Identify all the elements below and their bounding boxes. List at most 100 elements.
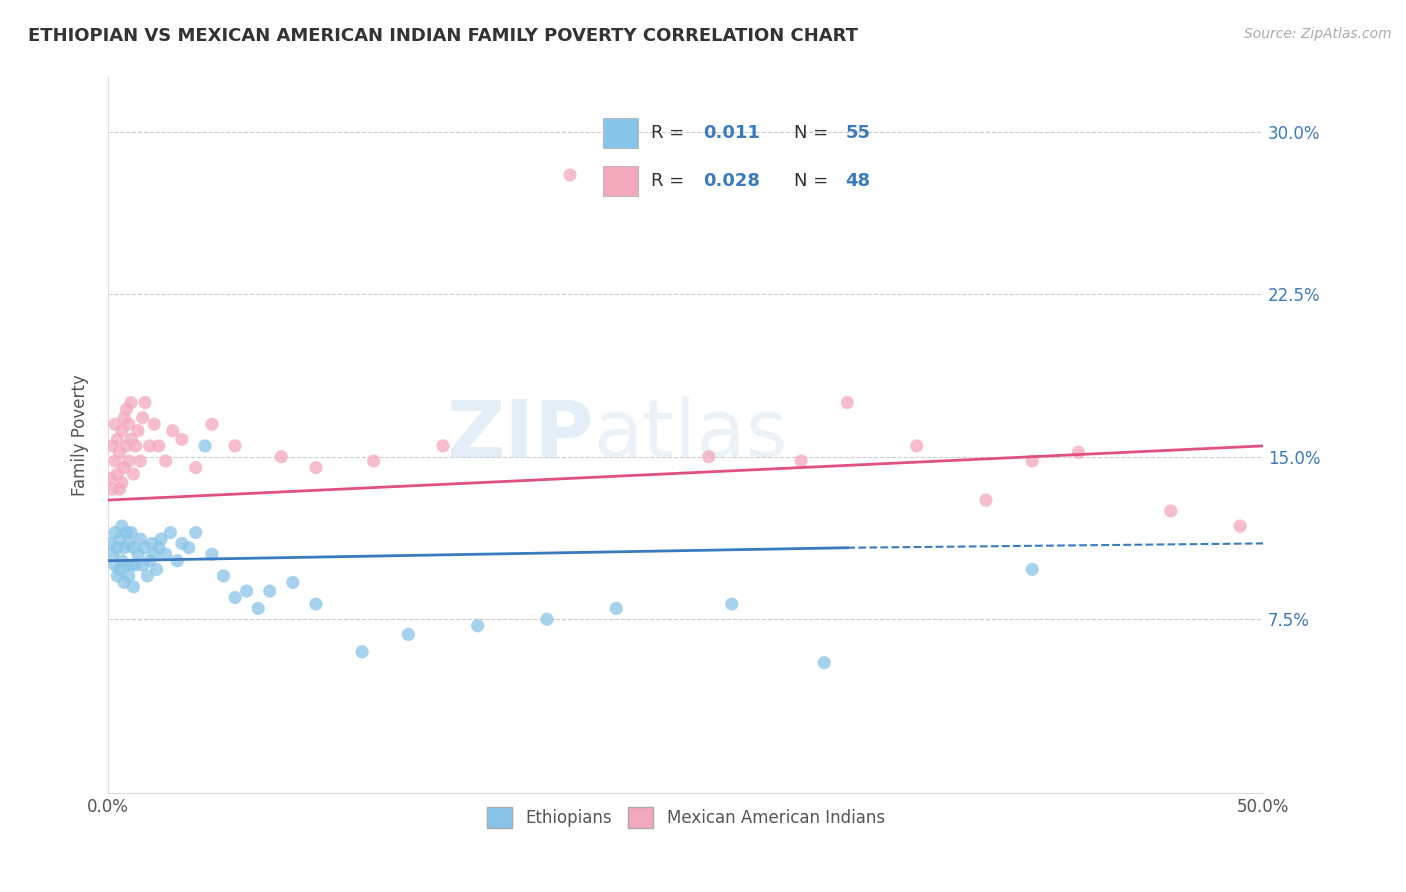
Point — [104, 417, 127, 432]
Point — [125, 558, 148, 573]
Point — [432, 439, 454, 453]
Point — [112, 410, 135, 425]
Point — [115, 525, 138, 540]
Point — [120, 525, 142, 540]
Point — [134, 395, 156, 409]
Point — [155, 454, 177, 468]
Point — [138, 554, 160, 568]
Point — [111, 519, 134, 533]
Point — [120, 395, 142, 409]
Point — [720, 597, 742, 611]
Point — [108, 532, 131, 546]
Point — [352, 645, 374, 659]
Point — [305, 460, 328, 475]
Point — [247, 601, 270, 615]
Point — [467, 619, 489, 633]
Point — [120, 433, 142, 447]
Point — [101, 439, 124, 453]
Point — [101, 482, 124, 496]
Point — [270, 450, 292, 464]
Point — [104, 525, 127, 540]
Point — [98, 536, 121, 550]
Point — [790, 454, 813, 468]
Point — [112, 575, 135, 590]
Point — [127, 424, 149, 438]
Point — [98, 471, 121, 485]
Point — [201, 417, 224, 432]
Point — [134, 541, 156, 555]
Point — [118, 536, 141, 550]
Point — [108, 482, 131, 496]
Point — [148, 541, 170, 555]
Point — [170, 433, 193, 447]
Point — [104, 558, 127, 573]
Point — [837, 395, 859, 409]
Point — [136, 569, 159, 583]
Point — [101, 547, 124, 561]
Point — [1160, 504, 1182, 518]
Point — [396, 627, 419, 641]
Point — [536, 612, 558, 626]
Point — [129, 454, 152, 468]
Point — [143, 547, 166, 561]
Point — [259, 584, 281, 599]
Point — [166, 554, 188, 568]
Point — [177, 541, 200, 555]
Point — [111, 424, 134, 438]
Text: atlas: atlas — [593, 396, 787, 474]
Point — [159, 525, 181, 540]
Point — [224, 591, 246, 605]
Point — [1021, 562, 1043, 576]
Point — [170, 536, 193, 550]
Point — [108, 445, 131, 459]
Point — [150, 532, 173, 546]
Point — [974, 493, 997, 508]
Point — [145, 562, 167, 576]
Point — [1021, 454, 1043, 468]
Point — [143, 417, 166, 432]
Point — [118, 569, 141, 583]
Point — [201, 547, 224, 561]
Point — [905, 439, 928, 453]
Point — [120, 558, 142, 573]
Point — [184, 525, 207, 540]
Point — [115, 558, 138, 573]
Point — [118, 417, 141, 432]
Point — [118, 454, 141, 468]
Point — [131, 558, 153, 573]
Point — [122, 467, 145, 481]
Text: ZIP: ZIP — [446, 396, 593, 474]
Y-axis label: Family Poverty: Family Poverty — [72, 374, 89, 496]
Point — [138, 439, 160, 453]
Point — [305, 597, 328, 611]
Point — [605, 601, 627, 615]
Point — [131, 410, 153, 425]
Point — [1229, 519, 1251, 533]
Point — [363, 454, 385, 468]
Point — [105, 433, 128, 447]
Point — [111, 475, 134, 490]
Legend: Ethiopians, Mexican American Indians: Ethiopians, Mexican American Indians — [479, 801, 891, 834]
Point — [108, 562, 131, 576]
Point — [155, 547, 177, 561]
Point — [105, 541, 128, 555]
Point — [697, 450, 720, 464]
Text: ETHIOPIAN VS MEXICAN AMERICAN INDIAN FAMILY POVERTY CORRELATION CHART: ETHIOPIAN VS MEXICAN AMERICAN INDIAN FAM… — [28, 27, 858, 45]
Point — [148, 439, 170, 453]
Point — [813, 656, 835, 670]
Point — [224, 439, 246, 453]
Point — [105, 569, 128, 583]
Point — [115, 402, 138, 417]
Point — [184, 460, 207, 475]
Point — [235, 584, 257, 599]
Point — [111, 554, 134, 568]
Point — [127, 547, 149, 561]
Point — [129, 532, 152, 546]
Point — [212, 569, 235, 583]
Point — [122, 541, 145, 555]
Point — [141, 536, 163, 550]
Point — [558, 168, 581, 182]
Point — [125, 439, 148, 453]
Point — [112, 541, 135, 555]
Point — [162, 424, 184, 438]
